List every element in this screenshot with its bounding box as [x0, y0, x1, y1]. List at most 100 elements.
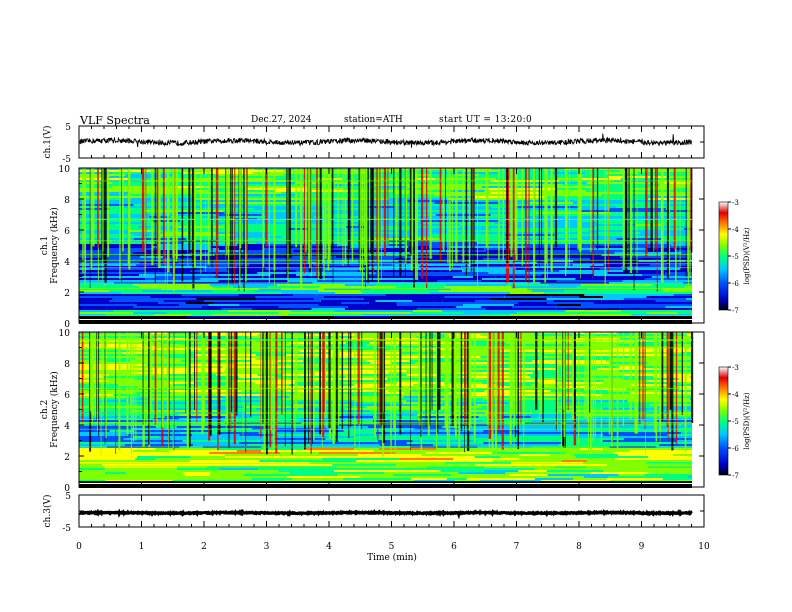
ch2-spectrogram-panel-streak	[202, 332, 205, 429]
ch1-spectrogram-panel-cell	[332, 276, 368, 278]
ch1-spectrogram-panel-cell	[79, 236, 135, 238]
ch1-spectrogram-panel-cell	[580, 178, 621, 180]
ch2-spectrogram-panel-streak	[335, 332, 338, 442]
ch1-spectrogram-panel-streak	[506, 168, 508, 264]
ch2-spectrogram-panel-cell	[123, 438, 178, 440]
ch2-spectrogram-panel-cell	[190, 456, 226, 458]
ch1-spectrogram-panel-cell	[412, 244, 464, 246]
ch1-spectrogram-panel-cell	[79, 278, 146, 280]
ch1-spectrogram-panel-cell	[79, 210, 144, 212]
ch1-spectrogram-panel-cell	[196, 198, 230, 200]
ch1-spectrogram-panel-cell	[275, 260, 319, 262]
ch1-spectrogram-panel-streak	[287, 168, 289, 283]
ch1-spectrogram-panel-cell	[322, 214, 350, 216]
ch2-spectrogram-panel-streak	[218, 332, 221, 435]
ch1-spectrogram-panel-streak	[477, 168, 478, 287]
ch2-spectrogram-panel-cell	[558, 410, 635, 412]
ch1-spectrogram-panel-cell	[686, 298, 692, 300]
ch1-spectrogram-panel-streak	[310, 168, 312, 277]
ch1-spectrogram-panel-streak	[622, 168, 625, 267]
ch2-spectrogram-panel-cell	[576, 332, 617, 334]
ch2-spectrogram-panel-cell	[155, 346, 197, 348]
ch2-spectrogram-panel-cell	[342, 478, 412, 480]
ch2-spectrogram-panel-streak	[294, 332, 296, 432]
ch2-spectrogram-panel-streak	[584, 332, 587, 419]
ch1-spectrogram-panel-hline	[79, 218, 692, 220]
ch1-spectrogram-panel-streak	[568, 168, 570, 267]
ch2-spectrogram-panel-cell	[259, 472, 290, 474]
ch1-spectrogram-panel-cell	[79, 304, 137, 306]
ch2-spectrogram-panel-cell	[656, 406, 692, 408]
ch2-spectrogram-panel-cell	[134, 430, 180, 432]
ch2-spectrogram-panel-cell	[224, 454, 251, 456]
ch2-spectrogram-panel-cell	[156, 380, 236, 382]
ch1-spectrogram-panel-cell	[336, 224, 358, 226]
ch1-spectrogram-panel-cell	[309, 186, 378, 188]
ch1-spectrogram-panel-cell	[107, 176, 168, 178]
ch2-spectrogram-panel-cell	[298, 432, 338, 434]
ch1-spectrogram-panel-streak	[405, 168, 407, 264]
ch1-spectrogram-panel-streak	[370, 168, 372, 254]
ch2-spectrogram-panel-cell	[238, 376, 274, 378]
ch1-spectrogram-panel-streak	[661, 168, 663, 283]
ch2-spectrogram-panel-cell	[679, 464, 692, 466]
ch2-spectrogram-panel-cell	[532, 372, 564, 374]
ch2-spectrogram-panel-cell	[260, 440, 339, 442]
ch2-spectrogram-panel-cell	[645, 436, 692, 438]
ch2-spectrogram-panel-cell	[248, 444, 310, 446]
ch1-spectrogram-panel-streak	[166, 168, 168, 291]
ch1-spectrogram-panel-cell	[183, 228, 257, 230]
ch1-spectrogram-panel-cell	[425, 168, 491, 170]
ch2-spectrogram-panel-cell	[105, 468, 177, 470]
ch1-spectrogram-panel-cell	[79, 250, 147, 252]
ch1-spectrogram-panel-streak	[82, 168, 84, 274]
ch1-spectrogram-panel-cell	[475, 196, 545, 198]
ch2-spectrogram-panel-streak	[517, 332, 519, 449]
ch2-spectrogram-panel-cell	[597, 368, 662, 370]
ch2-spectrogram-panel-cell	[483, 442, 563, 444]
ch1-spectrogram-panel-streak	[512, 168, 515, 289]
ch2-spectrogram-panel-cell	[305, 448, 355, 450]
x-tick-label-0: 0	[76, 542, 82, 552]
ch1-spectrogram-panel-cell	[175, 226, 224, 228]
ch2-spectrogram-panel-streak	[594, 332, 596, 437]
ch2-spectrogram-panel-cell	[164, 388, 191, 390]
ch1-spectrogram-panel-streak	[128, 168, 131, 270]
ch2-spectrogram-panel-cell	[79, 432, 120, 434]
ch2-spectrogram-panel-cell	[295, 450, 374, 452]
ch2-spectrogram-panel-cell	[79, 424, 122, 426]
ch2-spectrogram-panel-cell	[658, 390, 692, 392]
ch2-spectrogram-panel-cell	[251, 416, 313, 418]
ch2-spectrogram-panel-cell	[79, 416, 141, 418]
ch2-spectrogram-panel-cell	[504, 366, 562, 368]
ch1-spectrogram-panel-cell	[650, 264, 692, 266]
ch1-spectrogram-panel-cell	[240, 258, 302, 260]
ch2-spectrogram-panel-ytick-label: 0	[64, 484, 70, 494]
ch2-spectrogram-panel-cell	[584, 388, 627, 390]
ch2-spectrogram-panel-streak	[491, 332, 494, 456]
ch2-spectrogram-panel-cell	[79, 422, 154, 424]
ch1-spectrogram-panel-cell	[432, 256, 457, 258]
ch2-spectrogram-panel-cell	[257, 340, 332, 342]
ch1-spectrogram-panel-cell	[363, 298, 435, 300]
ch2-spectrogram-panel-cell	[79, 460, 112, 462]
ch1-spectrogram-panel-cell	[344, 308, 417, 310]
ch2-spectrogram-panel-cell	[330, 398, 399, 400]
ch1-spectrogram-panel-cell	[461, 266, 506, 268]
ch1-spectrogram-panel-cell	[123, 294, 182, 296]
ch1-spectrogram-panel-cell	[318, 304, 364, 306]
ch2-spectrogram-panel-cell	[119, 432, 158, 434]
ch2-spectrogram-panel-cell	[559, 424, 638, 426]
ch1-spectrogram-panel-cell	[375, 272, 397, 274]
ch2-spectrogram-panel-streak	[425, 332, 427, 427]
ch2-spectrogram-panel-streak	[118, 332, 120, 423]
ch1-spectrogram-panel-cell	[450, 288, 528, 290]
ch1-spectrogram-panel-cell	[347, 306, 420, 308]
ch2-spectrogram-panel-cell	[125, 398, 151, 400]
ch2-spectrogram-panel-cell	[451, 396, 495, 398]
ch2-spectrogram-panel-cell	[420, 406, 482, 408]
ch1-spectrogram-panel-cell	[428, 208, 500, 210]
ch1-spectrogram-panel-cell	[508, 224, 580, 226]
ch1-spectrogram-panel-cell	[130, 308, 181, 310]
ch2-spectrogram-panel-cell	[501, 338, 577, 340]
